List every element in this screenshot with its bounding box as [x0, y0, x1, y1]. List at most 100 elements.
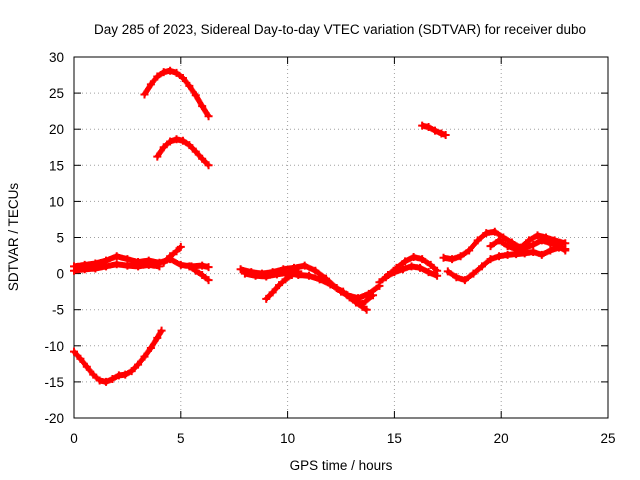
data-point: [178, 73, 187, 82]
data-point: [185, 141, 194, 150]
data-point: [490, 227, 499, 236]
data-point: [166, 66, 175, 75]
series-band-evening-c: [486, 236, 570, 255]
data-point: [554, 242, 563, 251]
data-point: [426, 260, 435, 269]
data-point: [191, 266, 200, 275]
data-point: [95, 376, 104, 385]
data-point: [176, 242, 185, 251]
data-point: [503, 250, 512, 259]
data-point: [134, 360, 143, 369]
series-band-morning: [70, 252, 213, 272]
data-point: [460, 276, 469, 285]
data-point: [198, 271, 207, 280]
data-point: [358, 302, 367, 311]
data-point: [172, 68, 181, 77]
y-tick-label: -10: [44, 339, 64, 354]
data-series: [70, 66, 570, 386]
data-point: [275, 281, 284, 290]
data-point: [153, 72, 162, 81]
data-point: [146, 80, 155, 89]
data-point: [191, 91, 200, 100]
x-tick-label: 0: [70, 431, 78, 446]
data-point: [172, 135, 181, 144]
data-point: [262, 272, 271, 281]
data-point: [155, 262, 164, 271]
data-point: [191, 147, 200, 156]
data-point: [430, 126, 439, 135]
data-point: [315, 275, 324, 284]
data-point: [70, 347, 78, 356]
data-point: [127, 367, 136, 376]
series-rise-4h: [159, 242, 185, 267]
y-tick-label: -15: [44, 375, 64, 390]
data-point: [134, 262, 143, 271]
data-point: [473, 236, 482, 245]
data-point: [159, 68, 168, 77]
data-point: [546, 239, 555, 248]
data-point: [561, 239, 570, 248]
data-point: [512, 245, 521, 254]
data-point: [204, 276, 213, 285]
data-point: [123, 261, 132, 270]
data-point: [351, 298, 360, 307]
data-point: [185, 81, 194, 90]
data-point: [251, 271, 260, 280]
data-point: [236, 265, 245, 274]
data-point: [157, 326, 166, 335]
data-point: [409, 252, 418, 261]
data-point: [166, 252, 175, 261]
data-point: [140, 352, 149, 361]
data-point: [465, 246, 474, 255]
data-point: [416, 263, 425, 272]
y-axis-label: SDTVAR / TECUs: [6, 183, 21, 292]
y-tick-label: 0: [56, 267, 64, 282]
data-point: [102, 377, 111, 386]
data-point: [272, 270, 281, 279]
data-point: [433, 271, 442, 280]
data-point: [441, 130, 450, 139]
data-point: [452, 273, 461, 282]
data-point: [76, 354, 85, 363]
x-tick-label: 5: [177, 431, 185, 446]
data-point: [108, 375, 117, 384]
data-point: [82, 362, 91, 371]
data-point: [144, 260, 153, 269]
data-point: [524, 236, 533, 245]
data-point: [178, 136, 187, 145]
data-point: [112, 260, 121, 269]
data-point: [503, 242, 512, 251]
data-point: [176, 260, 185, 269]
data-point: [424, 123, 433, 132]
data-point: [287, 271, 296, 280]
data-point: [418, 121, 427, 130]
data-point: [486, 255, 495, 264]
data-point: [304, 271, 313, 280]
series-segment-16h: [418, 121, 450, 139]
series-dip-9h: [262, 267, 303, 303]
data-point: [339, 287, 348, 296]
data-point: [469, 269, 478, 278]
data-point: [482, 229, 491, 238]
y-tick-label: -20: [44, 411, 64, 426]
x-tick-label: 15: [387, 431, 402, 446]
data-point: [443, 267, 452, 276]
x-axis-label: GPS time / hours: [290, 458, 393, 473]
y-tick-label: 25: [49, 86, 64, 101]
data-point: [198, 261, 207, 270]
data-point: [381, 273, 390, 282]
data-point: [495, 252, 504, 261]
data-point: [140, 90, 149, 99]
series-arc-upper-18: [153, 135, 213, 170]
y-tick-label: 5: [56, 231, 64, 246]
data-point: [448, 255, 457, 264]
data-point: [537, 250, 546, 259]
chart-title: Day 285 of 2023, Sidereal Day-to-day VTE…: [94, 22, 586, 37]
series-band-evening-a: [443, 243, 570, 285]
series-arc-lower: [70, 326, 166, 386]
series-trace: [237, 262, 383, 302]
data-point: [326, 280, 335, 289]
x-tick-labels: 0 5 10 15 20 25: [70, 431, 615, 446]
data-point: [529, 240, 538, 249]
